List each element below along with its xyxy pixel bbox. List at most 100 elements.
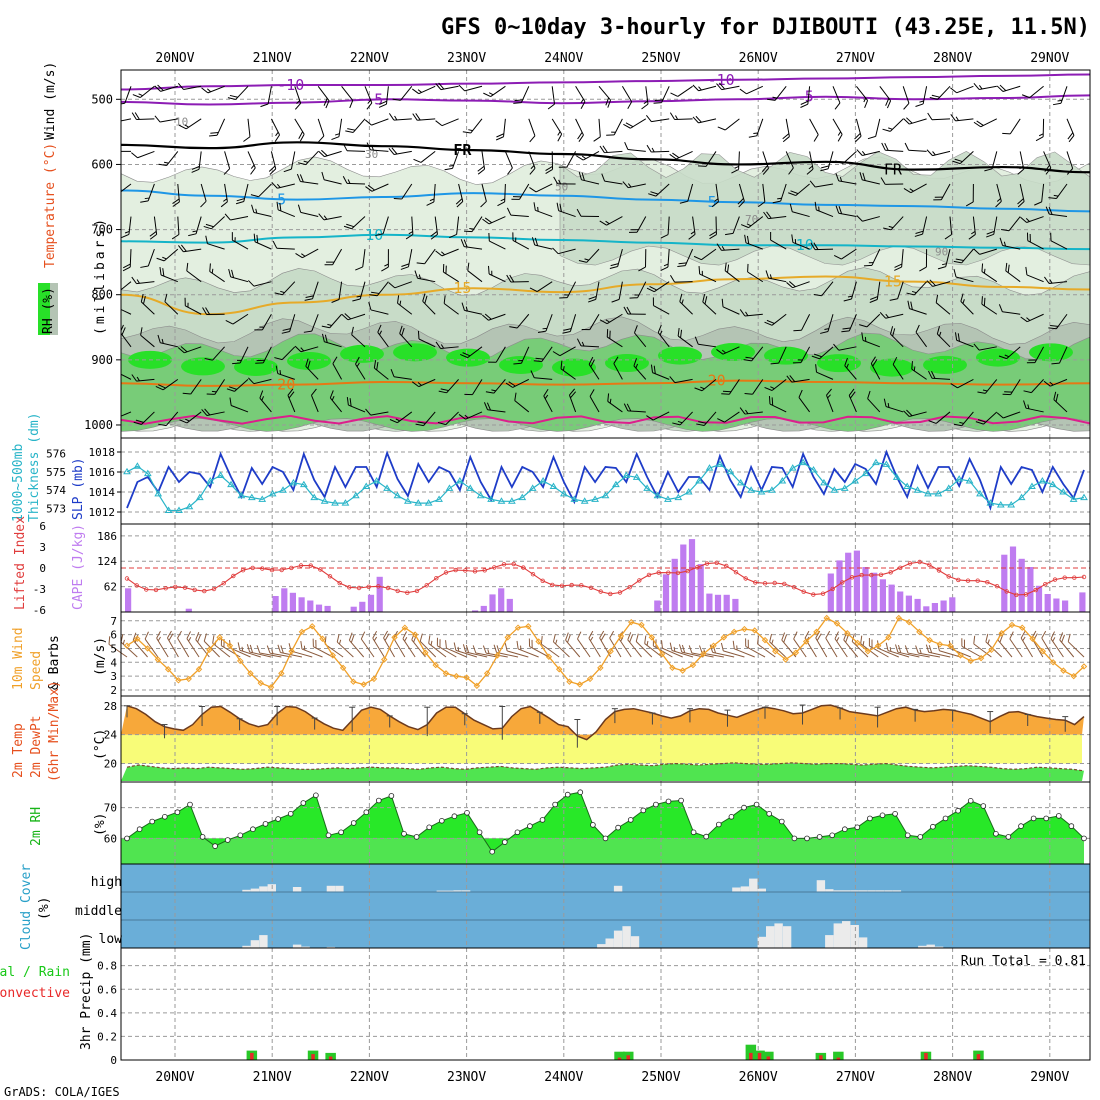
barb-flag [835,173,840,182]
barb-shaft [606,336,623,348]
barb-flag [904,142,910,151]
rh-marker [527,823,533,829]
barb-flag [669,153,677,160]
wind-speed-marker [463,674,470,681]
barb-shaft [723,650,745,658]
barb-flag [558,166,567,168]
barb-flag [428,635,431,644]
cape-bar [836,560,843,612]
wind-barb [472,645,498,658]
wind-barb [788,183,810,197]
thickness-marker [414,499,423,506]
barb-shaft [745,645,766,658]
barb-flag [366,102,373,110]
wind-barb [635,633,653,658]
barb-flag [963,639,966,648]
li-marker [1033,587,1038,593]
barb-flag [531,639,533,648]
rh-marker [867,815,873,822]
barb-shaft [979,346,997,351]
barb-flag [786,282,793,289]
barb-half [136,376,140,382]
barb-half [836,637,840,642]
li-tick-label: 6 [39,520,46,533]
wind-speed-marker [144,645,151,652]
barb-flag [1061,634,1065,643]
barb-flag [581,329,590,331]
barb-flag [279,202,282,211]
wind-barb [1035,118,1045,142]
barb-half [651,147,655,153]
barb-flag [915,324,920,333]
date-label: 27NOV [836,51,875,66]
barb-flag [186,262,189,271]
barb-shaft [553,641,570,658]
barb-shaft [496,651,519,658]
barb-flag [156,257,165,262]
barb-flag [892,328,896,337]
barb-half [932,151,936,156]
wind-barb [669,642,694,658]
wind-barb [889,281,904,301]
barb-flag [910,301,913,310]
barb-flag [869,299,878,303]
rh-marker [1068,823,1075,829]
cape-bar [706,593,713,612]
wind-barb [765,270,787,283]
wind-10m-label-2: Speed [29,651,44,690]
wind-barb [122,249,132,272]
barb-shaft [712,651,735,658]
barb-half [862,641,865,646]
barb-shaft [338,281,343,300]
barb-shaft [757,643,776,658]
barb-flag [560,360,563,369]
wind-barb [205,235,225,250]
wind-barb [867,118,881,140]
rh-marker [942,815,949,822]
barb-shaft [195,216,202,234]
barb-shaft [698,85,717,92]
wind-barb [578,171,600,185]
barb-flag [443,295,446,304]
barb-shaft [785,151,794,169]
wind-barb [417,330,436,348]
barb-flag [250,194,259,198]
thickness-marker [580,497,589,504]
rh-marker [904,832,911,839]
barb-flag [717,126,726,131]
thickness-marker [123,467,131,475]
thickness-marker [362,482,371,490]
barb-flag [820,331,829,334]
wind-barb [247,280,272,287]
cape-bar [1009,546,1017,612]
barb-flag [122,263,131,269]
barb-shaft [166,637,179,658]
barb-flag [1009,631,1014,640]
barb-half [276,183,281,188]
barb-flag [712,645,717,654]
contour-label: 5 [277,191,286,209]
barb-shaft [890,216,904,231]
barb-shaft [698,118,717,124]
barb-flag [1007,264,1010,273]
cape-tick-label: 186 [97,530,117,543]
barb-flag [346,223,355,228]
wind-speed-marker [669,664,676,672]
rh-marker [816,834,823,840]
barb-shaft [536,281,553,293]
barb-shaft [516,313,530,329]
wind-barb [321,171,342,185]
wind-barb [593,118,601,142]
barb-half [627,183,632,188]
barb-flag [529,287,538,293]
barb-flag [281,331,290,334]
barb-flag [981,296,983,305]
wind-barb [529,281,553,293]
wind-barb [480,183,487,208]
barb-flag [697,165,707,167]
barb-flag [599,145,605,153]
cloud-high-label: high [91,875,122,890]
barb-flag [288,391,295,399]
barb-flag [576,208,582,217]
temperature-label: Temperature (°C) [43,143,58,268]
